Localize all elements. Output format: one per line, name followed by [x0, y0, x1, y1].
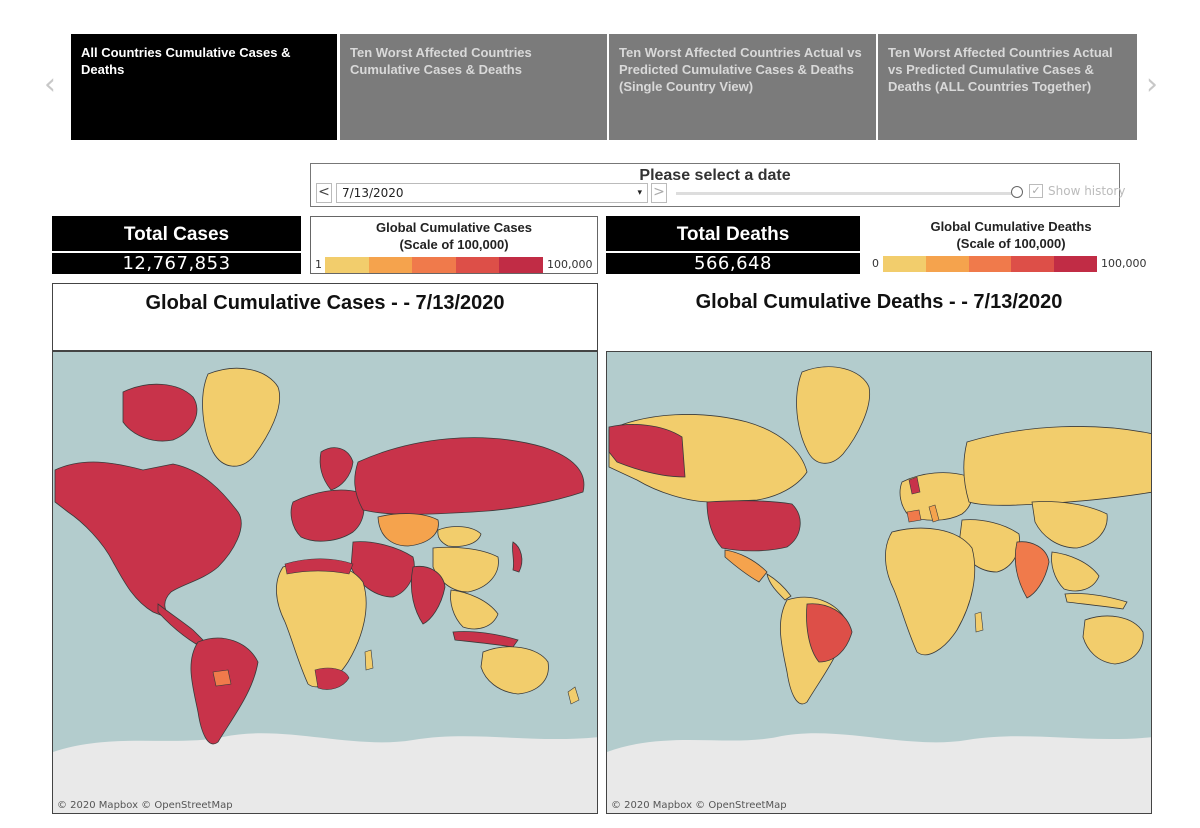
deaths-map-attribution[interactable]: © 2020 Mapbox © OpenStreetMap	[611, 800, 787, 811]
date-slider-track[interactable]	[676, 192, 1016, 195]
deaths-map-title: Global Cumulative Deaths - - 7/13/2020	[695, 291, 1063, 313]
cases-legend-title-line2: (Scale of 100,000)	[399, 237, 509, 252]
cases-map-attribution[interactable]: © 2020 Mapbox © OpenStreetMap	[57, 800, 233, 811]
deaths-legend-max: 100,000	[1101, 257, 1147, 270]
carousel-prev-icon[interactable]: ‹	[44, 67, 56, 102]
region-africa	[276, 561, 367, 688]
cases-map[interactable]: © 2020 Mapbox © OpenStreetMap	[52, 351, 598, 814]
cases-legend-title-line1: Global Cumulative Cases	[375, 220, 533, 235]
kpi-divider	[52, 251, 301, 253]
deaths-world-map[interactable]	[607, 352, 1152, 814]
region-greenland	[796, 366, 871, 464]
region-australia	[480, 646, 549, 695]
date-dropdown[interactable]: 7/13/2020 ▾	[336, 183, 648, 203]
region-africa	[885, 527, 976, 656]
region-italy	[928, 504, 940, 523]
region-russia	[963, 426, 1151, 506]
deaths-legend-title-line1: Global Cumulative Deaths	[930, 219, 1092, 234]
region-uk	[908, 476, 921, 495]
region-mexico	[724, 549, 768, 583]
chevron-down-icon: ▾	[637, 188, 642, 198]
tab-all-countries[interactable]: All Countries Cumulative Cases & Deaths	[71, 34, 337, 140]
region-antarctica	[607, 733, 1151, 813]
deaths-legend: Global Cumulative Deaths (Scale of 100,0…	[866, 216, 1156, 274]
region-spain	[906, 509, 922, 523]
cases-legend-max: 100,000	[547, 258, 593, 271]
region-china	[1031, 501, 1108, 549]
region-madagascar	[364, 649, 374, 671]
total-cases-card: Total Cases 12,767,853	[52, 216, 301, 274]
cases-legend-min: 1	[315, 258, 322, 271]
total-cases-title: Total Cases	[123, 224, 230, 245]
region-india	[1014, 541, 1050, 599]
region-south-america	[190, 637, 259, 745]
carousel-next-icon[interactable]: ›	[1146, 67, 1158, 102]
date-next-button[interactable]: >	[651, 183, 667, 203]
total-deaths-value: 566,648	[694, 253, 772, 274]
cases-world-map[interactable]	[53, 352, 598, 814]
region-alaska	[608, 424, 686, 478]
legend-swatch-5	[499, 257, 543, 273]
region-japan	[512, 541, 523, 573]
legend-swatch-2	[368, 257, 413, 273]
region-brazil	[806, 603, 853, 663]
legend-swatch-1	[883, 256, 926, 272]
cases-legend-scale	[325, 257, 543, 273]
region-indonesia	[1064, 593, 1128, 610]
region-mongolia	[437, 526, 482, 547]
region-southeast-asia	[1051, 551, 1100, 592]
tab-ten-worst[interactable]: Ten Worst Affected Countries Cumulative …	[340, 34, 607, 140]
cases-legend: Global Cumulative Cases (Scale of 100,00…	[310, 216, 598, 274]
cases-legend-title: Global Cumulative Cases (Scale of 100,00…	[311, 219, 597, 253]
legend-swatch-4	[1011, 256, 1055, 272]
date-dropdown-value: 7/13/2020	[342, 186, 404, 200]
legend-swatch-1	[325, 257, 369, 273]
region-central-asia	[377, 513, 439, 547]
legend-swatch-5	[1054, 256, 1097, 272]
date-prev-button[interactable]: <	[316, 183, 332, 203]
region-canada-islands	[122, 383, 198, 442]
total-deaths-title: Total Deaths	[676, 224, 790, 245]
legend-swatch-3	[968, 256, 1012, 272]
region-scandinavia	[319, 447, 354, 491]
region-india	[410, 565, 446, 625]
legend-swatch-2	[925, 256, 969, 272]
region-indonesia	[452, 631, 519, 648]
region-southeast-asia	[450, 589, 499, 630]
region-russia	[354, 437, 585, 515]
deaths-legend-min: 0	[872, 257, 879, 270]
region-south-africa	[314, 667, 350, 690]
cases-map-title-box: Global Cumulative Cases - - 7/13/2020	[52, 283, 598, 351]
total-cases-value: 12,767,853	[122, 253, 231, 274]
region-usa	[706, 500, 801, 552]
tab-actual-vs-predicted-all[interactable]: Ten Worst Affected Countries Actual vs P…	[878, 34, 1137, 140]
deaths-map[interactable]: © 2020 Mapbox © OpenStreetMap	[606, 351, 1152, 814]
show-history-checkbox[interactable]: ✓	[1029, 184, 1043, 198]
tab-actual-vs-predicted-single[interactable]: Ten Worst Affected Countries Actual vs P…	[609, 34, 876, 140]
deaths-legend-scale	[883, 256, 1097, 272]
region-north-america	[54, 461, 242, 623]
legend-swatch-3	[412, 257, 456, 273]
total-deaths-card: Total Deaths 566,648	[606, 216, 860, 274]
deaths-legend-title-line2: (Scale of 100,000)	[956, 236, 1066, 251]
date-slider-handle[interactable]	[1011, 186, 1023, 198]
region-europe	[290, 489, 365, 542]
date-filter-panel: Please select a date < 7/13/2020 ▾ > ✓ S…	[310, 163, 1125, 207]
deaths-legend-title: Global Cumulative Deaths (Scale of 100,0…	[866, 218, 1156, 252]
region-australia	[1082, 615, 1144, 665]
region-new-zealand	[567, 686, 580, 705]
legend-swatch-4	[455, 257, 500, 273]
region-greenland	[202, 367, 280, 467]
region-north-africa	[284, 558, 354, 575]
cases-map-title: Global Cumulative Cases - - 7/13/2020	[145, 292, 505, 314]
region-central-america	[766, 573, 792, 601]
region-antarctica	[53, 733, 597, 813]
region-central-america	[157, 603, 204, 645]
region-madagascar	[974, 611, 984, 633]
region-paraguay	[212, 669, 232, 687]
kpi-divider	[606, 251, 860, 253]
show-history-label: Show history	[1048, 184, 1126, 198]
date-filter-title: Please select a date	[639, 167, 791, 184]
